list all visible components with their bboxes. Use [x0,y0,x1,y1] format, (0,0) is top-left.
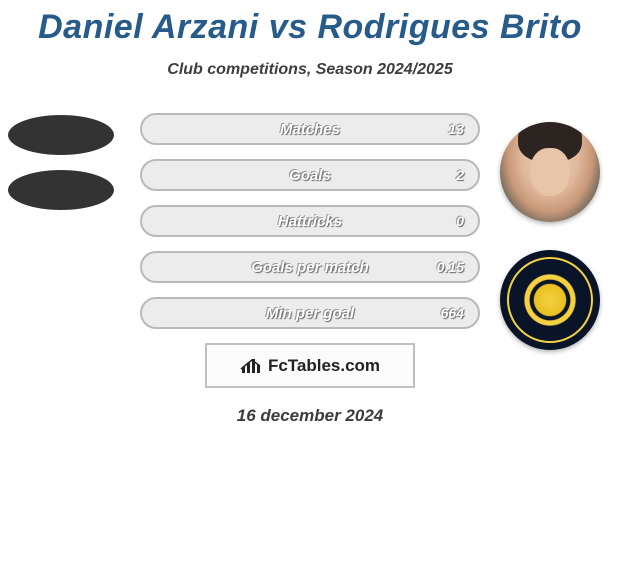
stat-label: Min per goal [266,305,354,322]
bar-chart-icon [240,357,262,375]
player-avatar-right [500,122,600,222]
logo-text: FcTables.com [268,356,380,376]
stat-label: Hattricks [278,213,342,230]
subtitle: Club competitions, Season 2024/2025 [0,61,620,79]
stat-value: 0.15 [437,259,464,275]
mariners-badge-icon [513,263,587,337]
player-avatar-shadow-left-2 [8,170,114,210]
stat-label: Goals per match [251,259,369,276]
fctables-logo[interactable]: FcTables.com [205,343,415,388]
stat-value: 13 [448,121,464,137]
stats-bars: Matches 13 Goals 2 Hattricks 0 Goals per… [140,113,480,329]
stat-value: 0 [456,213,464,229]
stat-label: Matches [280,121,340,138]
stat-value: 664 [441,305,464,321]
stat-bar-goals-per-match: Goals per match 0.15 [140,251,480,283]
stat-bar-hattricks: Hattricks 0 [140,205,480,237]
page-title: Daniel Arzani vs Rodrigues Brito [0,0,620,47]
stat-bar-min-per-goal: Min per goal 664 [140,297,480,329]
stat-value: 2 [456,167,464,183]
stat-label: Goals [289,167,331,184]
club-badge-right [500,250,600,350]
stat-bar-matches: Matches 13 [140,113,480,145]
left-avatars [8,115,114,225]
right-avatars [500,122,600,378]
date-text: 16 december 2024 [0,406,620,426]
stat-bar-goals: Goals 2 [140,159,480,191]
player-avatar-shadow-left-1 [8,115,114,155]
